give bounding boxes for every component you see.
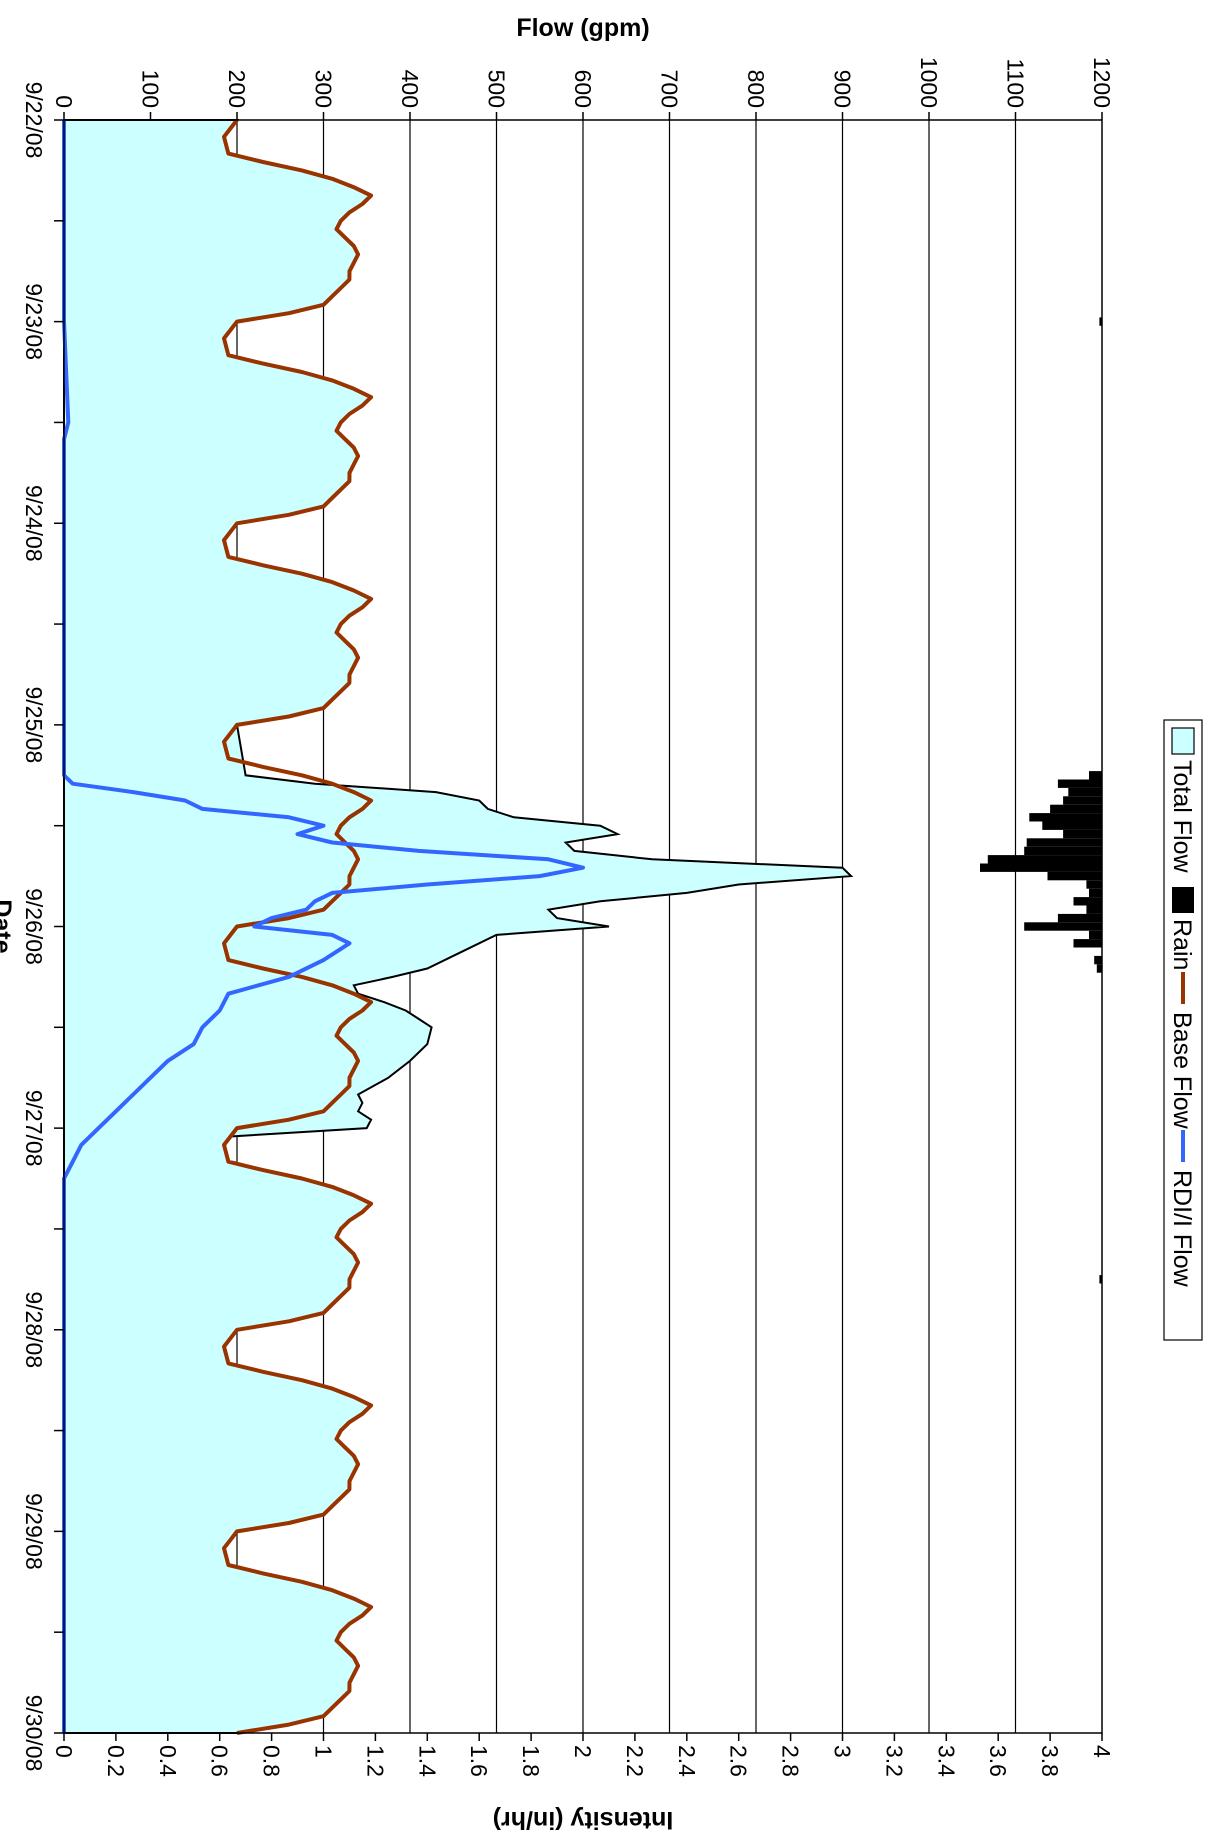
y2-tick-label: 2.8 — [778, 1745, 804, 1777]
x-tick-label: 9/29/08 — [21, 1493, 47, 1570]
y-tick-label: 900 — [830, 70, 856, 108]
legend-swatch-total-flow — [1171, 727, 1195, 755]
rain-bar — [1089, 771, 1102, 780]
y2-tick-label: 0.2 — [103, 1745, 129, 1777]
y2-tick-label: 3.2 — [881, 1745, 907, 1777]
x-tick-label: 9/22/08 — [21, 82, 47, 159]
y2-tick-label: 0.8 — [259, 1745, 285, 1777]
y2-tick-label: 1 — [311, 1745, 337, 1758]
legend: Total Flow Rain Base Flow RDI/I Flow — [1163, 719, 1203, 1341]
x-tick-label: 9/23/08 — [21, 283, 47, 360]
rain-bar — [1094, 955, 1102, 965]
legend-label: RDI/I Flow — [1168, 1170, 1196, 1288]
rain-bar — [1050, 804, 1102, 814]
legend-swatch-rain — [1172, 887, 1194, 913]
rain-bar — [1029, 813, 1102, 822]
total-flow-area — [63, 119, 854, 1734]
rain-bar — [1063, 796, 1102, 805]
rain-bar — [1089, 888, 1102, 898]
y-tick-label: 600 — [570, 70, 596, 108]
y-tick-label: 700 — [657, 70, 683, 108]
rain-bar — [1057, 913, 1102, 923]
y2-tick-label: 3.8 — [1037, 1745, 1063, 1777]
base-flow-line — [222, 118, 374, 1735]
y2-tick-label: 0.6 — [207, 1745, 233, 1777]
rain-bar — [1068, 787, 1102, 797]
x-tick-label: 9/25/08 — [21, 687, 47, 764]
x-tick-label: 9/27/08 — [21, 1090, 47, 1167]
y2-tick-label: 3.6 — [985, 1745, 1011, 1777]
x-axis-title: Date — [0, 899, 16, 953]
y2-tick-label: 1.4 — [414, 1745, 440, 1777]
y-tick-label: 100 — [138, 70, 164, 108]
y2-axis-title: Intensity (in/hr) — [493, 1806, 674, 1834]
y-tick-label: 1100 — [1003, 59, 1029, 108]
y-tick-label: 400 — [397, 70, 423, 108]
y-tick-label: 800 — [743, 70, 769, 108]
y-tick-label: 200 — [224, 70, 250, 108]
rain-bar — [1073, 897, 1102, 906]
y-tick-label: 1000 — [916, 57, 942, 108]
legend-label: Total Flow — [1168, 760, 1196, 873]
x-tick-label: 9/26/08 — [21, 888, 47, 965]
y2-tick-label: 2.4 — [674, 1745, 700, 1777]
y2-tick-label: 1.8 — [518, 1745, 544, 1777]
rain-bar — [1026, 838, 1102, 847]
y2-tick-label: 3.4 — [933, 1745, 959, 1777]
y2-tick-label: 2.6 — [726, 1745, 752, 1777]
x-tick-label: 9/24/08 — [21, 485, 47, 562]
x-tick-label: 9/30/08 — [21, 1695, 47, 1772]
y-tick-label: 500 — [484, 70, 510, 108]
y2-tick-label: 3 — [830, 1745, 856, 1758]
y2-tick-label: 1.2 — [362, 1745, 388, 1777]
y2-tick-label: 4 — [1089, 1745, 1115, 1758]
rain-bar — [980, 863, 1102, 872]
rain-bar — [1063, 829, 1102, 839]
y2-tick-label: 0 — [51, 1745, 77, 1758]
y2-tick-label: 0.4 — [155, 1745, 181, 1777]
y-tick-label: 300 — [311, 70, 337, 108]
y2-tick-label: 1.6 — [466, 1745, 492, 1777]
rdii-flow-line — [62, 120, 585, 1733]
y2-tick-label: 2.2 — [622, 1745, 648, 1777]
rain-bar — [987, 855, 1102, 864]
legend-label: Rain — [1168, 919, 1196, 970]
rain-bar — [1086, 880, 1102, 889]
rain-bar — [1096, 964, 1102, 973]
y-tick-label: 0 — [51, 95, 77, 108]
rain-bar — [1042, 821, 1102, 830]
legend-label: Base Flow — [1168, 1012, 1196, 1130]
rain-bar — [1073, 939, 1102, 948]
y-axis-title: Flow (gpm) — [516, 14, 649, 42]
rain-bar — [1057, 779, 1102, 788]
legend-box — [1163, 719, 1203, 1341]
rain-bar — [1089, 930, 1102, 940]
rain-bar — [1024, 922, 1102, 931]
y-tick-label: 1200 — [1089, 57, 1115, 108]
x-tick-label: 9/28/08 — [21, 1291, 47, 1368]
rain-bar — [1086, 905, 1102, 914]
y2-tick-label: 2 — [570, 1745, 596, 1758]
rain-bar — [1024, 846, 1102, 856]
rain-bar — [1047, 871, 1102, 881]
